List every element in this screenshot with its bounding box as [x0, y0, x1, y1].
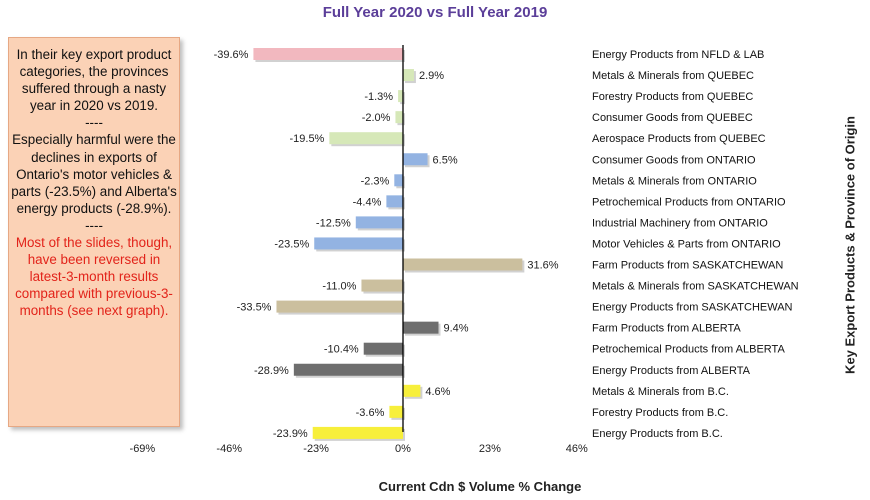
category-label: Energy Products from SASKATCHEWAN — [592, 302, 793, 314]
bar-value-label: -19.5% — [289, 133, 324, 145]
category-label: Consumer Goods from ONTARIO — [592, 154, 756, 166]
bar — [403, 69, 414, 82]
x-tick-label: -23% — [303, 443, 329, 455]
bar-value-label: -2.3% — [361, 175, 390, 187]
note-paragraph-3: Most of the slides, though, have been re… — [15, 235, 173, 319]
category-label: Energy Products from NFLD & LAB — [592, 49, 764, 61]
bar-value-label: -39.6% — [214, 49, 249, 61]
bar — [355, 216, 403, 229]
x-tick-label: -69% — [130, 443, 156, 455]
category-label: Metals & Minerals from B.C. — [592, 386, 729, 398]
category-label: Motor Vehicles & Parts from ONTARIO — [592, 238, 781, 250]
bar-value-label: 4.6% — [425, 386, 450, 398]
bar — [253, 48, 403, 60]
note-paragraph-1: In their key export product categories, … — [16, 47, 172, 114]
bar — [329, 132, 403, 145]
bar — [403, 321, 439, 334]
bar — [386, 195, 403, 208]
bar — [312, 426, 403, 439]
category-label: Industrial Machinery from ONTARIO — [592, 217, 768, 229]
category-label: Consumer Goods from QUEBEC — [592, 112, 753, 124]
category-label: Metals & Minerals from SASKATCHEWAN — [592, 281, 799, 293]
bar — [395, 111, 403, 124]
x-tick-label: 0% — [395, 443, 411, 455]
x-tick-label: -46% — [216, 443, 242, 455]
x-tick-label: 23% — [479, 443, 501, 455]
category-label: Energy Products from ALBERTA — [592, 365, 751, 377]
category-label: Metals & Minerals from QUEBEC — [592, 70, 754, 82]
x-axis-title: Current Cdn $ Volume % Change — [378, 479, 582, 494]
category-label: Petrochemical Products from ONTARIO — [592, 196, 786, 208]
note-separator-2: ---- — [85, 217, 103, 233]
category-label: Forestry Products from B.C. — [592, 407, 728, 419]
bar — [394, 174, 403, 187]
bar-value-label: -4.4% — [353, 196, 382, 208]
bar-value-label: -11.0% — [322, 281, 356, 293]
x-tick-label: 46% — [566, 443, 588, 455]
y-axis-title: Key Export Products & Province of Origin — [842, 116, 858, 374]
category-label: Forestry Products from QUEBEC — [592, 91, 753, 103]
bar — [363, 342, 403, 355]
note-separator-1: ---- — [85, 115, 103, 131]
bar — [314, 237, 403, 250]
bar-value-label: 2.9% — [419, 70, 444, 82]
bar — [398, 90, 403, 103]
bar — [361, 279, 403, 292]
category-label: Farm Products from ALBERTA — [592, 323, 741, 335]
category-label: Energy Products from B.C. — [592, 428, 723, 440]
annotation-note-box: In their key export product categories, … — [8, 37, 180, 427]
bar-value-label: 31.6% — [527, 260, 558, 272]
bar — [403, 258, 523, 271]
chart-title: Full Year 2020 vs Full Year 2019 — [322, 4, 548, 21]
note-paragraph-2: Especially harmful were the declines in … — [11, 132, 177, 216]
category-label: Farm Products from SASKATCHEWAN — [592, 260, 783, 272]
bar-value-label: -12.5% — [316, 217, 351, 229]
category-label: Metals & Minerals from ONTARIO — [592, 175, 757, 187]
bar — [276, 300, 403, 313]
bar-value-label: 9.4% — [444, 323, 469, 335]
bar — [389, 405, 403, 418]
category-label: Petrochemical Products from ALBERTA — [592, 344, 785, 356]
bar-value-label: -23.5% — [274, 238, 309, 250]
bar — [293, 363, 403, 376]
bar-value-label: -3.6% — [356, 407, 385, 419]
bar-value-label: -23.9% — [273, 428, 308, 440]
bar — [403, 384, 421, 397]
category-label: Aerospace Products from QUEBEC — [592, 133, 766, 145]
bar-value-label: -10.4% — [324, 344, 359, 356]
bar-value-label: -33.5% — [237, 302, 272, 314]
bar-value-label: -2.0% — [362, 112, 391, 124]
bar-value-label: 6.5% — [433, 154, 458, 166]
bar-value-label: -1.3% — [364, 91, 393, 103]
bar-value-label: -28.9% — [254, 365, 289, 377]
bar — [403, 153, 428, 166]
